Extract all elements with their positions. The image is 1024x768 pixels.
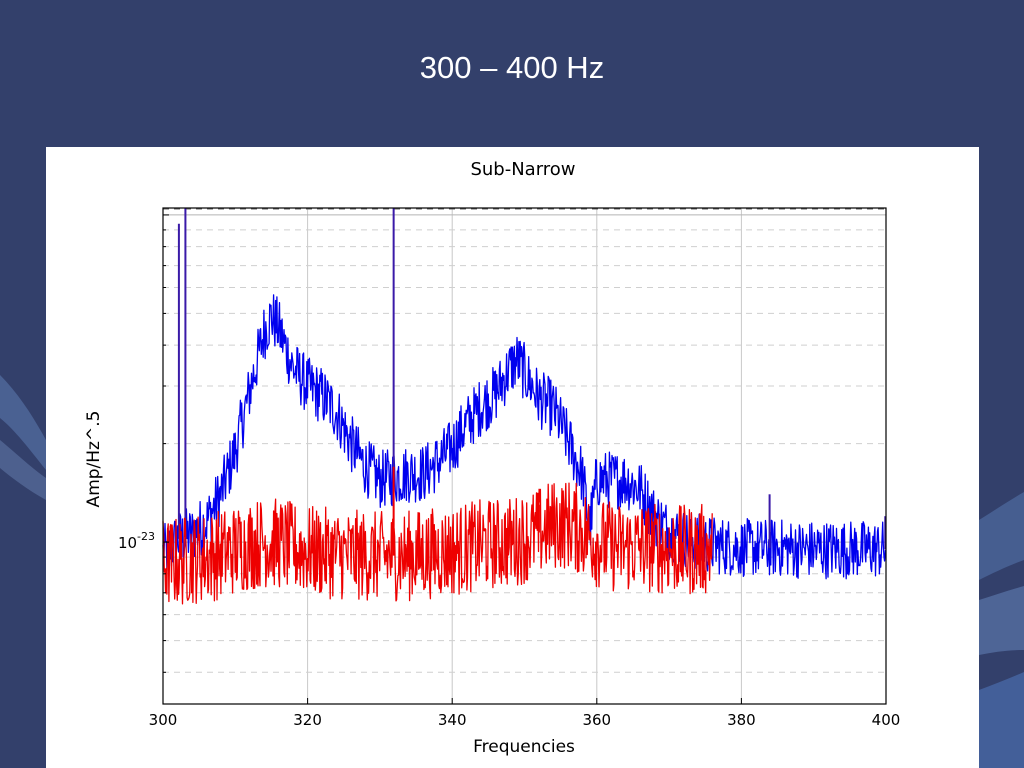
tick-layer: 300 320 340 360 380 400 10-23 [118, 214, 901, 729]
x-tick-label: 300 [149, 711, 178, 729]
y-axis-label: Amp/Hz^.5 [84, 411, 104, 508]
x-axis-label: Frequencies [473, 737, 575, 757]
series-line [162, 482, 713, 605]
y-tick-exponent: -23 [137, 530, 155, 543]
x-tick-label: 400 [872, 711, 901, 729]
chart-title: Sub-Narrow [470, 159, 575, 180]
series-line [162, 294, 887, 580]
x-tick-label: 360 [582, 711, 611, 729]
series-layer [162, 208, 887, 605]
plot-frame [162, 207, 887, 705]
chart-canvas: Sub-Narrow 300 320 340 360 380 400 10-23 Frequ… [84, 159, 901, 757]
x-tick-label: 380 [727, 711, 756, 729]
y-tick-label: 10-23 [118, 530, 155, 552]
grid-lines [163, 208, 886, 704]
x-tick-label: 340 [438, 711, 467, 729]
slide-title: 300 – 400 Hz [419, 50, 605, 85]
chart-figure: Sub-Narrow 300 320 340 360 380 400 10-23 Frequ… [46, 147, 979, 768]
y-tick-base: 10 [118, 534, 137, 552]
x-tick-label: 320 [293, 711, 322, 729]
